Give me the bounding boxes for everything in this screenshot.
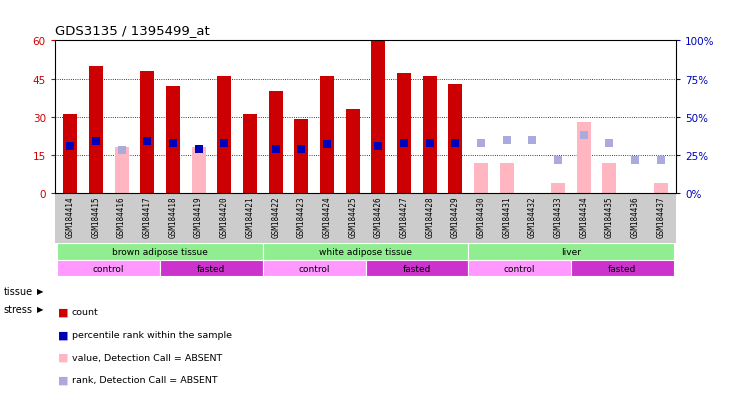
Text: white adipose tissue: white adipose tissue (319, 247, 412, 256)
Bar (468, 260, 571, 277)
Point (578, 133, 590, 139)
Text: GSM184417: GSM184417 (143, 196, 152, 237)
Point (424, 140, 436, 147)
Text: brown adipose tissue: brown adipose tissue (112, 247, 208, 256)
Point (450, 140, 461, 147)
Point (501, 137, 512, 144)
Point (552, 157, 564, 164)
Text: liver: liver (561, 247, 581, 256)
Text: GSM184427: GSM184427 (400, 196, 409, 237)
Text: ■: ■ (58, 307, 69, 317)
Text: value, Detection Call = ABSENT: value, Detection Call = ABSENT (72, 353, 222, 362)
Bar (500, 163, 514, 194)
Text: GSM184415: GSM184415 (91, 196, 100, 237)
Text: GSM184426: GSM184426 (374, 196, 383, 237)
Bar (602, 163, 616, 194)
Point (526, 137, 538, 144)
Text: GSM184416: GSM184416 (117, 196, 126, 237)
Bar (468, 244, 673, 260)
Bar (58, 260, 160, 277)
Bar (217, 77, 231, 194)
Bar (115, 148, 129, 194)
Point (373, 143, 385, 150)
Text: GSM184429: GSM184429 (451, 196, 460, 237)
Text: GDS3135 / 1395499_at: GDS3135 / 1395499_at (55, 24, 210, 37)
Bar (58, 244, 263, 260)
Bar (268, 92, 283, 194)
Text: GSM184419: GSM184419 (194, 196, 203, 237)
Point (629, 157, 641, 164)
Bar (295, 120, 308, 194)
Bar (320, 77, 334, 194)
Point (115, 148, 127, 154)
Bar (89, 66, 103, 194)
Text: rank, Detection Call = ABSENT: rank, Detection Call = ABSENT (72, 375, 217, 385)
Bar (571, 260, 673, 277)
Text: GSM184434: GSM184434 (579, 196, 588, 237)
Text: GSM184437: GSM184437 (656, 196, 665, 237)
Point (64, 143, 76, 150)
Text: GSM184433: GSM184433 (553, 196, 563, 237)
Point (321, 142, 333, 148)
Text: percentile rank within the sample: percentile rank within the sample (72, 330, 232, 339)
Point (90, 138, 102, 145)
Text: stress: stress (4, 304, 33, 314)
Point (193, 146, 205, 153)
Text: ▶: ▶ (37, 287, 44, 296)
Text: fasted: fasted (197, 264, 226, 273)
Point (295, 146, 307, 153)
Bar (397, 74, 411, 194)
Text: GSM184424: GSM184424 (322, 196, 331, 237)
Text: GSM184418: GSM184418 (168, 196, 178, 237)
Bar (243, 115, 257, 194)
Text: GSM184430: GSM184430 (477, 196, 485, 237)
Point (141, 138, 153, 145)
Bar (448, 84, 463, 194)
Text: tissue: tissue (4, 286, 33, 296)
Bar (366, 260, 468, 277)
Text: GSM184428: GSM184428 (425, 196, 434, 237)
Text: GSM184421: GSM184421 (246, 196, 254, 237)
Text: ■: ■ (58, 330, 69, 339)
Bar (263, 244, 468, 260)
Text: fasted: fasted (608, 264, 637, 273)
Text: GSM184431: GSM184431 (502, 196, 511, 237)
Text: GSM184423: GSM184423 (297, 196, 306, 237)
Bar (577, 123, 591, 194)
Text: control: control (298, 264, 330, 273)
Bar (423, 77, 436, 194)
Point (475, 140, 487, 147)
Text: GSM184422: GSM184422 (271, 196, 280, 237)
Bar (166, 87, 180, 194)
Text: GSM184432: GSM184432 (528, 196, 537, 237)
Text: GSM184436: GSM184436 (631, 196, 640, 237)
Text: GSM184420: GSM184420 (220, 196, 229, 237)
Bar (63, 115, 77, 194)
Point (398, 140, 410, 147)
Bar (140, 72, 154, 194)
Bar (654, 183, 668, 194)
Point (604, 140, 616, 147)
Point (219, 140, 230, 147)
Bar (474, 163, 488, 194)
Bar (346, 110, 360, 194)
Text: ■: ■ (58, 375, 69, 385)
Text: control: control (93, 264, 124, 273)
Text: GSM184414: GSM184414 (66, 196, 75, 237)
Text: GSM184425: GSM184425 (348, 196, 357, 237)
Text: GSM184435: GSM184435 (605, 196, 614, 237)
Bar (160, 260, 263, 277)
Text: fasted: fasted (403, 264, 431, 273)
Text: control: control (504, 264, 535, 273)
Bar (263, 260, 366, 277)
Point (270, 146, 281, 153)
Bar (371, 41, 385, 194)
Bar (551, 183, 565, 194)
Text: count: count (72, 307, 99, 316)
Point (655, 157, 667, 164)
Text: ■: ■ (58, 352, 69, 362)
Text: ▶: ▶ (37, 304, 44, 313)
Point (167, 140, 179, 147)
Bar (192, 148, 205, 194)
